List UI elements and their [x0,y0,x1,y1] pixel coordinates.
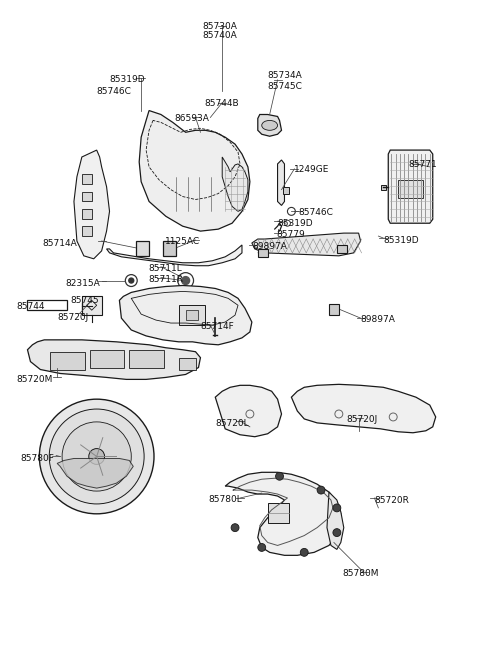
Circle shape [182,276,190,284]
Text: 85720J: 85720J [57,313,88,322]
Polygon shape [57,458,133,488]
Circle shape [89,449,105,464]
Polygon shape [179,305,205,325]
Text: 85746C: 85746C [96,87,132,96]
Text: 85319D: 85319D [384,236,419,245]
Text: 85720R: 85720R [374,496,409,505]
Circle shape [333,529,341,536]
Polygon shape [107,245,242,266]
Text: 86593A: 86593A [175,115,210,124]
Ellipse shape [262,121,277,130]
Text: 85740A: 85740A [203,31,238,41]
Circle shape [129,278,134,283]
Text: 85711L: 85711L [148,264,182,272]
Text: 1125AC: 1125AC [165,237,200,246]
Polygon shape [258,115,281,136]
Polygon shape [50,352,85,369]
Text: 85730A: 85730A [203,22,238,31]
Text: 85780L: 85780L [208,495,242,504]
Text: 85746C: 85746C [298,208,333,217]
Text: 85711R: 85711R [148,274,183,284]
Text: 85319D: 85319D [109,75,145,84]
Text: 85714A: 85714A [42,239,77,248]
Polygon shape [252,233,360,256]
Text: 85780F: 85780F [21,453,54,462]
Polygon shape [284,187,289,194]
Text: 85744B: 85744B [204,99,239,107]
Circle shape [300,548,308,556]
Circle shape [258,544,266,552]
Polygon shape [163,241,176,256]
Polygon shape [222,157,248,212]
Text: 85771: 85771 [408,160,437,169]
Text: 85720L: 85720L [216,419,249,428]
Text: 85745: 85745 [70,296,98,305]
Polygon shape [27,340,201,379]
Polygon shape [82,192,92,202]
Polygon shape [398,179,423,198]
Text: 1249GE: 1249GE [294,165,330,174]
Polygon shape [129,350,164,367]
Circle shape [39,399,154,514]
Polygon shape [225,472,341,555]
Text: 85744: 85744 [17,303,45,311]
Polygon shape [381,185,386,189]
Polygon shape [277,160,285,206]
Text: 89897A: 89897A [360,315,396,324]
Polygon shape [82,226,92,236]
Circle shape [333,504,341,512]
Polygon shape [291,384,436,433]
Polygon shape [337,245,347,253]
Text: 85779: 85779 [276,230,305,239]
Text: 85714F: 85714F [201,322,234,331]
Polygon shape [179,358,195,369]
Text: 85720J: 85720J [347,415,378,424]
Polygon shape [82,174,92,183]
Polygon shape [388,150,433,223]
Polygon shape [327,492,344,550]
Polygon shape [74,150,109,259]
Text: 89897A: 89897A [253,242,288,251]
Polygon shape [186,310,199,320]
Circle shape [49,409,144,504]
Polygon shape [90,350,124,367]
Text: 85319D: 85319D [277,219,313,228]
Circle shape [62,422,131,491]
Polygon shape [82,210,92,219]
Text: 85734A: 85734A [268,71,302,80]
Text: 82315A: 82315A [65,278,100,288]
Polygon shape [216,385,281,437]
Polygon shape [329,305,339,315]
Circle shape [276,472,284,480]
Polygon shape [136,241,149,256]
Text: 85745C: 85745C [268,82,302,91]
Polygon shape [139,111,250,231]
Polygon shape [258,249,268,257]
Polygon shape [120,286,252,345]
Polygon shape [268,503,289,523]
Circle shape [317,486,325,494]
Circle shape [231,524,239,532]
Text: 85720M: 85720M [17,375,53,384]
Polygon shape [82,296,102,315]
Text: 85780M: 85780M [343,569,379,578]
